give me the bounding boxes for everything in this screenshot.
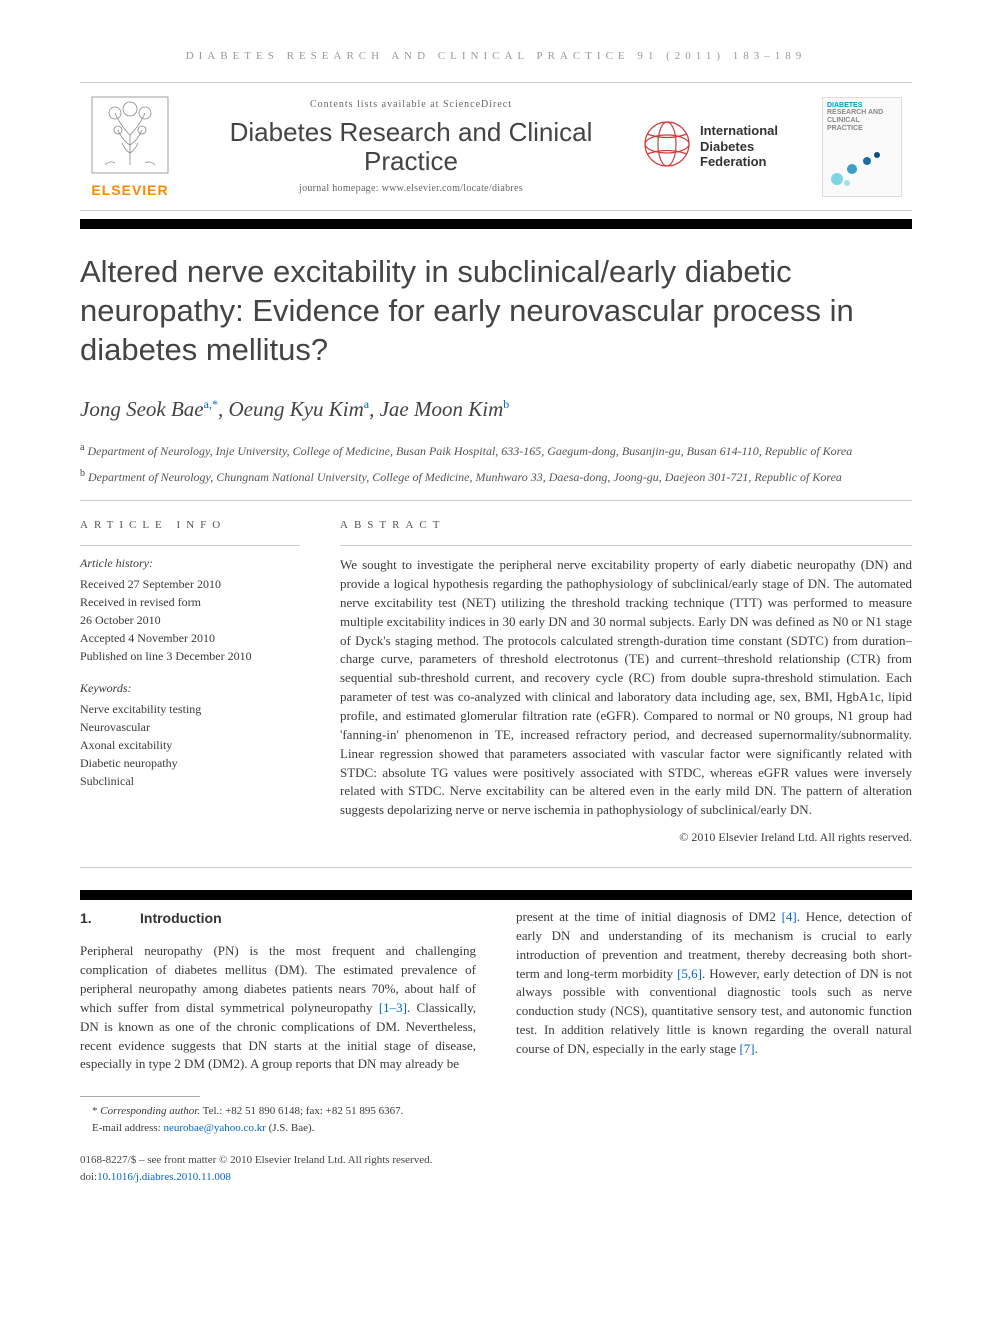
section-title: Introduction	[140, 910, 222, 926]
issn-line: 0168-8227/$ – see front matter © 2010 El…	[80, 1152, 912, 1169]
keyword: Subclinical	[80, 772, 300, 790]
cover-dots-icon	[827, 149, 887, 192]
paragraph: present at the time of initial diagnosis…	[516, 908, 912, 1059]
text-run: .	[755, 1041, 758, 1056]
text-run: present at the time of initial diagnosis…	[516, 909, 782, 924]
divider	[80, 867, 912, 868]
keyword: Axonal excitability	[80, 736, 300, 754]
footer-meta: 0168-8227/$ – see front matter © 2010 El…	[80, 1152, 912, 1185]
rule-bar-top	[80, 219, 912, 229]
paragraph: Peripheral neuropathy (PN) is the most f…	[80, 942, 476, 1074]
idf-block: International Diabetes Federation	[642, 119, 822, 174]
body-col-left: 1.Introduction Peripheral neuropathy (PN…	[80, 908, 476, 1136]
elsevier-tree-icon	[90, 95, 170, 175]
journal-homepage-line: journal homepage: www.elsevier.com/locat…	[190, 183, 632, 194]
cover-title-2: RESEARCH AND	[827, 109, 897, 117]
article-info-label: ARTICLE INFO	[80, 519, 300, 531]
citation-link[interactable]: [7]	[739, 1041, 754, 1056]
email-link[interactable]: neurobae@yahoo.co.kr	[163, 1122, 265, 1134]
author-2: Oeung Kyu Kim	[228, 397, 363, 421]
masthead: ELSEVIER Contents lists available at Sci…	[80, 82, 912, 211]
idf-logo-icon	[642, 119, 692, 174]
doi-label: doi:	[80, 1171, 97, 1183]
history-header: Article history:	[80, 556, 300, 571]
affiliation-b: b Department of Neurology, Chungnam Nati…	[80, 466, 912, 486]
body-two-col: 1.Introduction Peripheral neuropathy (PN…	[80, 908, 912, 1136]
elsevier-wordmark: ELSEVIER	[80, 182, 180, 198]
keyword: Nerve excitability testing	[80, 700, 300, 718]
rule-bar-bottom	[80, 890, 912, 900]
author-3-affil-sup: b	[503, 397, 509, 411]
cover-title-3: CLINICAL PRACTICE	[827, 117, 897, 132]
doi-link[interactable]: 10.1016/j.diabres.2010.11.008	[97, 1171, 231, 1183]
sciencedirect-line: Contents lists available at ScienceDirec…	[190, 99, 632, 110]
affil-text-a: Department of Neurology, Inje University…	[87, 444, 852, 458]
idf-text: International Diabetes Federation	[700, 123, 778, 170]
divider	[80, 545, 300, 546]
divider	[340, 545, 912, 546]
author-1-affil-sup: a,*	[204, 397, 218, 411]
history-line: Accepted 4 November 2010	[80, 629, 300, 647]
section-heading: 1.Introduction	[80, 908, 476, 928]
journal-name: Diabetes Research and Clinical Practice	[190, 118, 632, 175]
abstract-body: We sought to investigate the peripheral …	[340, 556, 912, 820]
email-label: E-mail address:	[92, 1122, 163, 1134]
history-line: Published on line 3 December 2010	[80, 647, 300, 665]
footnote-tel: Tel.: +82 51 890 6148; fax: +82 51 895 6…	[200, 1105, 403, 1117]
idf-line-3: Federation	[700, 154, 778, 170]
history-line: Received 27 September 2010	[80, 575, 300, 593]
email-footnote: E-mail address: neurobae@yahoo.co.kr (J.…	[80, 1120, 476, 1137]
journal-cover-thumb: DIABETES RESEARCH AND CLINICAL PRACTICE	[822, 97, 912, 197]
history-line: 26 October 2010	[80, 611, 300, 629]
citation-link[interactable]: [4]	[782, 909, 797, 924]
affil-text-b: Department of Neurology, Chungnam Nation…	[88, 470, 842, 484]
section-number: 1.	[80, 908, 140, 928]
idf-line-2: Diabetes	[700, 139, 778, 155]
cover-title-1: DIABETES	[827, 102, 897, 110]
keyword: Diabetic neuropathy	[80, 754, 300, 772]
affil-sup-a: a	[80, 442, 84, 453]
author-list: Jong Seok Baea,*, Oeung Kyu Kima, Jae Mo…	[80, 397, 912, 422]
footnote-star: *	[92, 1105, 98, 1117]
masthead-center: Contents lists available at ScienceDirec…	[180, 99, 642, 194]
citation-link[interactable]: [1–3]	[379, 1000, 407, 1015]
abstract-block: ABSTRACT We sought to investigate the pe…	[340, 519, 912, 845]
article-info-block: ARTICLE INFO Article history: Received 2…	[80, 519, 300, 845]
keywords-header: Keywords:	[80, 681, 300, 696]
footnote-rule	[80, 1096, 200, 1097]
abstract-copyright: © 2010 Elsevier Ireland Ltd. All rights …	[340, 830, 912, 845]
footnote-label: Corresponding author.	[100, 1105, 200, 1117]
author-3: Jae Moon Kim	[380, 397, 504, 421]
article-title: Altered nerve excitability in subclinica…	[80, 253, 912, 369]
divider	[80, 500, 912, 501]
keyword: Neurovascular	[80, 718, 300, 736]
body-col-right: present at the time of initial diagnosis…	[516, 908, 912, 1136]
affiliation-a: a Department of Neurology, Inje Universi…	[80, 440, 912, 460]
author-sep: ,	[369, 397, 380, 421]
running-header: DIABETES RESEARCH AND CLINICAL PRACTICE …	[80, 50, 912, 62]
meta-row: ARTICLE INFO Article history: Received 2…	[80, 519, 912, 845]
idf-line-1: International	[700, 123, 778, 139]
affil-sup-b: b	[80, 468, 85, 479]
doi-line: doi:10.1016/j.diabres.2010.11.008	[80, 1169, 912, 1186]
publisher-logo-block: ELSEVIER	[80, 95, 180, 198]
history-line: Received in revised form	[80, 593, 300, 611]
email-tail: (J.S. Bae).	[266, 1122, 315, 1134]
author-1: Jong Seok Bae	[80, 397, 204, 421]
author-sep: ,	[218, 397, 229, 421]
citation-link[interactable]: [5,6]	[677, 966, 702, 981]
abstract-label: ABSTRACT	[340, 519, 912, 531]
corresponding-author-footnote: * Corresponding author. Tel.: +82 51 890…	[80, 1103, 476, 1120]
